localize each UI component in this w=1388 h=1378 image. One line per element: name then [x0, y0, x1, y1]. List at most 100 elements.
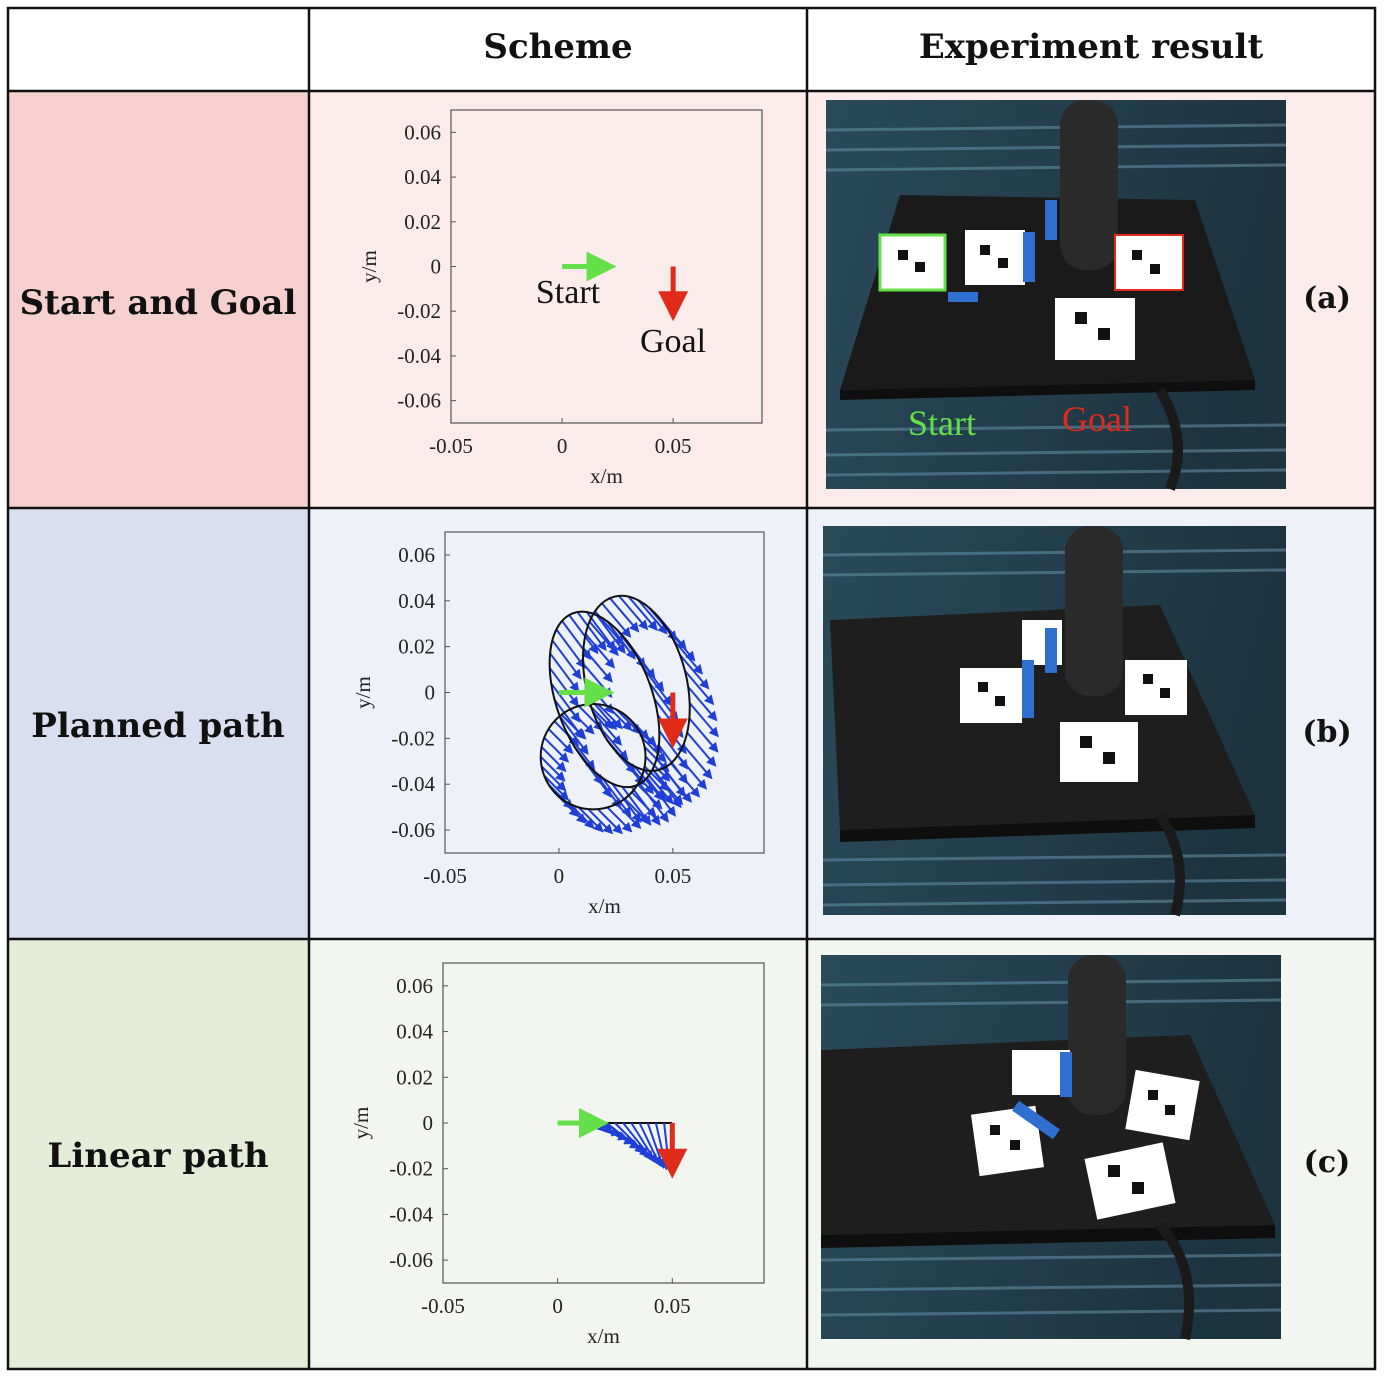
path-vector [584, 633, 615, 669]
path-vector [637, 599, 668, 635]
path-vector [597, 808, 623, 835]
path-vector [597, 703, 623, 730]
x-tick-label: -0.05 [421, 1294, 465, 1318]
path-vector [615, 803, 642, 829]
path-vector [601, 602, 632, 638]
x-tick-label: 0 [552, 1294, 563, 1318]
path-vector [543, 775, 570, 801]
experiment-photo-a: Start Goal [825, 100, 1287, 491]
scheme-plot-planned-path: -0.05 0 0.05 0.06 0.04 0.02 0 -0.02 -0.04 -0.06 x/… [351, 531, 765, 918]
y-tick-label: 0.02 [398, 635, 435, 659]
path-vector [609, 597, 640, 633]
x-tick-label: -0.05 [429, 434, 473, 458]
path-vector [561, 620, 592, 661]
x-tick-label: 0.05 [654, 1294, 691, 1318]
y-tick-label: 0.04 [404, 165, 441, 189]
scheme-plot-linear-path: -0.05 0 0.05 0.06 0.04 0.02 0 -0.02 -0.04 -0.06 x/… [349, 962, 765, 1348]
path-vector [630, 1122, 658, 1165]
y-tick-label: -0.06 [391, 818, 435, 842]
path-vector [631, 791, 657, 818]
row-label-planned-path: Planned path [31, 706, 284, 746]
y-tick-label: 0.06 [404, 120, 441, 144]
path-vector [614, 1122, 650, 1158]
path-vector [576, 611, 607, 652]
path-vector [688, 702, 719, 738]
path-vector [606, 705, 633, 732]
path-vector [591, 769, 622, 809]
y-axis-label: y/m [357, 250, 381, 283]
path-vector [569, 803, 595, 829]
path-vector [688, 717, 719, 753]
path-vector [682, 744, 713, 780]
annotation-goal: Goal [640, 323, 706, 360]
path-vector [623, 759, 654, 795]
path-vector [558, 715, 589, 755]
y-tick-label: -0.06 [397, 389, 441, 413]
path-vector [606, 806, 633, 833]
path-vector [598, 725, 629, 761]
y-tick-label: -0.06 [389, 1248, 433, 1272]
path-vector [684, 670, 715, 706]
path-vector [547, 728, 574, 754]
y-tick-label: -0.02 [391, 726, 435, 750]
path-vector [627, 595, 658, 631]
path-vector [578, 806, 604, 833]
photo-label-start: Start [908, 403, 976, 443]
y-tick-label: 0 [423, 1111, 434, 1135]
path-vector [676, 754, 708, 790]
x-axis-label: x/m [590, 464, 623, 488]
row-label-start-and-goal: Start and Goal [20, 283, 297, 323]
path-vector [623, 798, 650, 824]
path-vector [606, 1122, 645, 1154]
y-tick-label: 0.04 [398, 589, 435, 613]
y-tick-label: -0.04 [391, 772, 435, 796]
table-grid [6, 6, 1377, 1371]
path-vector [540, 746, 567, 773]
path-vector [587, 808, 614, 835]
y-tick-label: -0.04 [397, 344, 441, 368]
panel-label-c: (c) [1304, 1145, 1351, 1180]
x-axis-label: x/m [587, 1324, 620, 1348]
path-vector [551, 639, 582, 680]
path-vector [638, 1122, 661, 1167]
x-tick-label: 0 [554, 864, 565, 888]
x-tick-label: 0 [557, 434, 568, 458]
path-vector [568, 614, 599, 655]
y-tick-label: -0.02 [397, 299, 441, 323]
panel-label-a: (a) [1303, 281, 1351, 316]
header-scheme: Scheme [483, 27, 632, 67]
path-vector [539, 755, 566, 782]
row-label-linear-path: Linear path [47, 1136, 268, 1176]
y-tick-label: 0 [425, 681, 436, 705]
path-vector [569, 708, 595, 735]
path-vector [543, 736, 570, 763]
annotation-start: Start [536, 274, 601, 311]
path-vector [582, 647, 613, 683]
path-vector [540, 765, 567, 792]
path-vector [601, 777, 632, 818]
panel-label-b: (b) [1302, 715, 1351, 750]
y-tick-label: 0 [431, 255, 442, 279]
y-tick-label: -0.04 [389, 1202, 433, 1226]
path-vector [670, 762, 701, 798]
path-vector [560, 713, 587, 740]
experiment-photo-c [820, 955, 1282, 1341]
y-tick-label: 0.02 [396, 1065, 433, 1089]
path-vector [555, 629, 586, 669]
photo-label-goal: Goal [1062, 399, 1132, 439]
y-tick-label: 0.02 [404, 210, 441, 234]
x-tick-label: 0.05 [655, 434, 692, 458]
y-tick-label: 0.06 [398, 543, 435, 567]
y-axis-label: y/m [351, 676, 375, 709]
path-vector [549, 667, 579, 708]
x-axis-label: x/m [588, 894, 621, 918]
x-tick-label: 0.05 [654, 864, 691, 888]
scheme-plot-start-goal: -0.05 0 0.05 0.06 0.04 0.02 0 -0.02 -0.04 -0.06 x/… [357, 109, 763, 488]
header-experiment-result: Experiment result [919, 27, 1264, 67]
path-vector [549, 652, 580, 693]
y-axis-label: y/m [349, 1107, 373, 1140]
path-vector [636, 783, 663, 810]
y-tick-label: 0.06 [396, 974, 433, 998]
path-vector [687, 686, 718, 722]
x-tick-label: -0.05 [423, 864, 467, 888]
